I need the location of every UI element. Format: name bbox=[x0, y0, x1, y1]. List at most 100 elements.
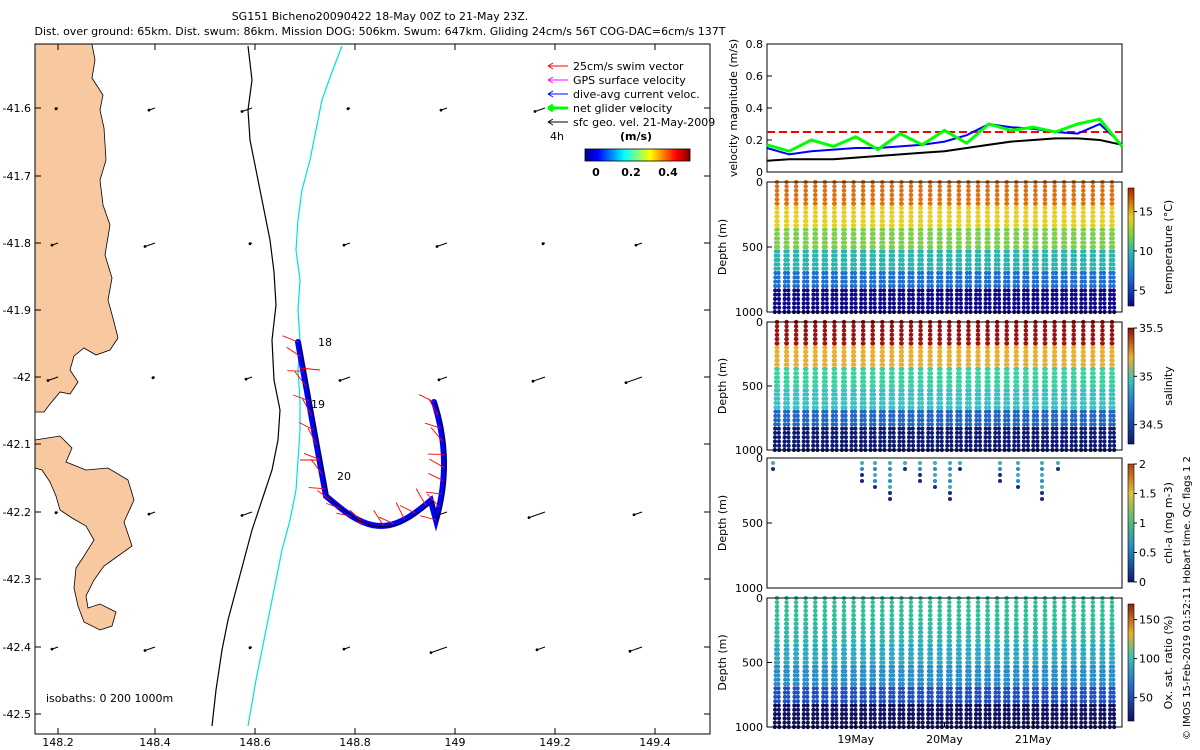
cast-point bbox=[1005, 223, 1010, 228]
chl-point bbox=[933, 461, 937, 465]
cast-point bbox=[1031, 266, 1037, 271]
cast-point bbox=[1015, 383, 1020, 389]
cast-point bbox=[899, 345, 904, 350]
cast-point bbox=[937, 201, 943, 206]
cast-point bbox=[948, 275, 953, 280]
cast-point bbox=[920, 418, 925, 423]
cast-point bbox=[993, 279, 998, 284]
cast-point bbox=[1044, 388, 1049, 393]
cast-point bbox=[1053, 362, 1058, 367]
cast-point bbox=[909, 240, 915, 245]
cast-point bbox=[964, 439, 969, 444]
cast-point bbox=[1014, 188, 1019, 193]
cast-point bbox=[775, 349, 780, 354]
cast-point bbox=[1035, 422, 1040, 427]
cast-point bbox=[928, 362, 933, 367]
cast-point bbox=[782, 283, 787, 289]
cast-point bbox=[955, 279, 960, 284]
cast-point bbox=[858, 443, 864, 448]
cast-point bbox=[897, 266, 903, 271]
cast-point bbox=[843, 301, 849, 306]
cast-point bbox=[1054, 430, 1059, 436]
cast-point bbox=[897, 305, 902, 310]
cast-point bbox=[929, 413, 934, 418]
cast-point bbox=[1098, 296, 1103, 302]
section-bg bbox=[767, 458, 1122, 588]
cast-point bbox=[880, 328, 885, 333]
cast-point bbox=[871, 400, 877, 406]
cast-point bbox=[849, 292, 854, 297]
cast-point bbox=[1005, 214, 1010, 219]
cast-point bbox=[1079, 305, 1084, 310]
cast-point bbox=[872, 422, 877, 427]
cast-point bbox=[1041, 270, 1046, 276]
cast-point bbox=[824, 439, 829, 444]
vel-ylabel: velocity magnitude (m/s) bbox=[727, 39, 740, 177]
cast-point bbox=[938, 375, 943, 380]
cast-point bbox=[1021, 292, 1027, 297]
cast-point bbox=[851, 210, 857, 215]
cast-point bbox=[823, 362, 828, 367]
cast-point bbox=[928, 223, 933, 228]
cast-point bbox=[1100, 201, 1105, 206]
cast-point bbox=[1082, 418, 1088, 423]
cast-point bbox=[1002, 443, 1007, 448]
cast-point bbox=[1100, 328, 1105, 333]
cast-point bbox=[1110, 341, 1115, 346]
cast-point bbox=[859, 422, 864, 427]
cast-point bbox=[890, 197, 895, 202]
cast-point bbox=[1091, 236, 1096, 241]
cast-point bbox=[881, 283, 887, 289]
cast-point bbox=[938, 244, 943, 250]
cast-point bbox=[775, 358, 780, 363]
cast-point bbox=[993, 439, 998, 444]
map-background bbox=[35, 44, 710, 734]
cast-point bbox=[823, 231, 828, 237]
cast-point bbox=[1025, 405, 1030, 410]
cast-point bbox=[1110, 354, 1115, 359]
cast-point bbox=[870, 192, 876, 198]
cast-point bbox=[785, 638, 790, 644]
cast-point bbox=[1021, 296, 1027, 302]
cast-point bbox=[985, 201, 991, 206]
cast-point bbox=[1014, 362, 1020, 367]
cast-point bbox=[792, 716, 797, 721]
cast-point bbox=[901, 301, 906, 306]
cast-point bbox=[1024, 388, 1030, 393]
cast-point bbox=[1101, 383, 1106, 389]
cast-point bbox=[900, 223, 905, 228]
cast-point bbox=[813, 345, 818, 350]
cast-point bbox=[794, 218, 799, 224]
cast-point bbox=[1111, 413, 1116, 418]
cast-point bbox=[954, 305, 959, 310]
cast-point bbox=[997, 443, 1002, 448]
cast-point bbox=[1006, 413, 1011, 418]
cast-point bbox=[878, 296, 883, 302]
cast-point bbox=[784, 205, 790, 211]
cast-point bbox=[842, 223, 847, 228]
cast-point bbox=[1102, 283, 1107, 289]
cast-point bbox=[813, 362, 819, 367]
cast-point bbox=[1063, 262, 1068, 267]
cast-point bbox=[1016, 296, 1021, 302]
cast-point bbox=[945, 283, 950, 289]
cast-point bbox=[1108, 270, 1113, 276]
map-ytick-label: -42.3 bbox=[3, 573, 31, 586]
cast-point bbox=[1024, 205, 1029, 211]
cast-point bbox=[920, 296, 925, 302]
legend-label: sfc geo. vel. 21-May-2009 bbox=[573, 116, 715, 129]
cast-point bbox=[862, 266, 867, 271]
cast-point bbox=[775, 647, 780, 652]
cast-point bbox=[920, 279, 925, 284]
cast-point bbox=[947, 362, 953, 367]
cast-point bbox=[995, 362, 1000, 367]
cast-point bbox=[785, 686, 791, 691]
cast-point bbox=[1072, 253, 1078, 258]
cast-point bbox=[986, 270, 992, 276]
cast-point bbox=[1062, 375, 1068, 380]
cast-point bbox=[926, 283, 931, 289]
cast-point bbox=[977, 413, 982, 418]
cast-point bbox=[1044, 409, 1049, 414]
cast-point bbox=[1034, 249, 1039, 254]
cast-point bbox=[1044, 405, 1049, 410]
